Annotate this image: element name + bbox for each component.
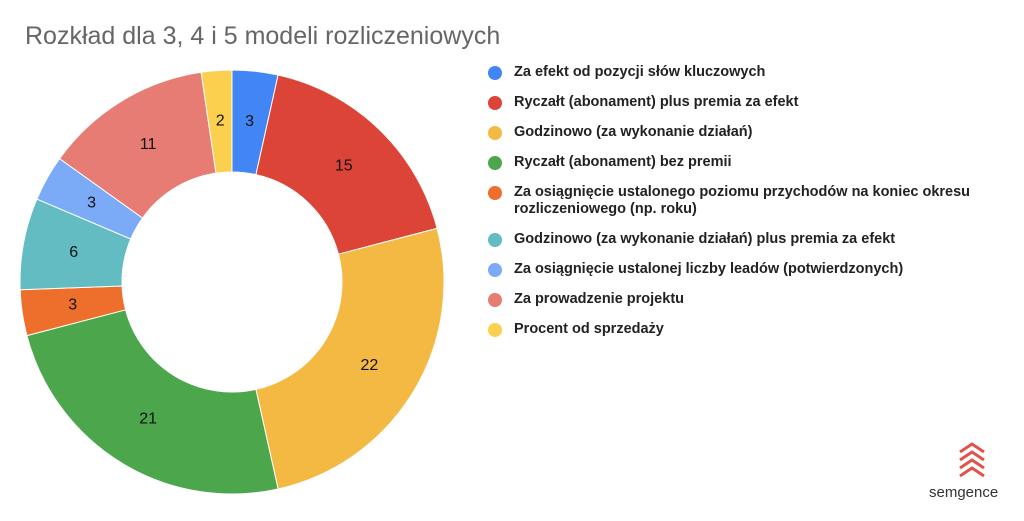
legend-item: Godzinowo (za wykonanie działań) <box>486 124 986 141</box>
legend-item: Za osiągnięcie ustalonego poziomu przych… <box>486 184 986 218</box>
data-label: 22 <box>361 357 379 374</box>
data-label: 3 <box>68 297 77 314</box>
legend-swatch <box>488 233 502 247</box>
data-label: 15 <box>335 157 353 174</box>
legend-item: Za prowadzenie projektu <box>486 291 986 308</box>
legend-swatch <box>488 156 502 170</box>
chart-title: Rozkład dla 3, 4 i 5 modeli rozliczeniow… <box>25 22 500 50</box>
legend-label: Za efekt od pozycji słów kluczowych <box>514 64 766 80</box>
slice <box>26 309 279 495</box>
legend-label: Ryczałt (abonament) plus premia za efekt <box>514 94 799 110</box>
data-label: 2 <box>216 113 225 130</box>
legend-swatch <box>488 126 502 140</box>
legend-item: Ryczałt (abonament) bez premii <box>486 154 986 171</box>
legend-item: Ryczałt (abonament) plus premia za efekt <box>486 94 986 111</box>
legend-swatch <box>488 293 502 307</box>
data-label: 11 <box>140 136 157 153</box>
legend-label: Za osiągnięcie ustalonej liczby leadów (… <box>514 261 904 277</box>
legend-swatch <box>488 186 502 200</box>
legend-label: Godzinowo (za wykonanie działań) <box>514 124 753 140</box>
slice <box>255 74 438 255</box>
legend-swatch <box>488 96 502 110</box>
slice <box>255 227 445 490</box>
legend-swatch <box>488 323 502 337</box>
legend-label: Za prowadzenie projektu <box>514 291 684 307</box>
legend-label: Godzinowo (za wykonanie działań) plus pr… <box>514 231 896 247</box>
data-label: 3 <box>245 113 254 130</box>
legend-swatch <box>488 66 502 80</box>
data-label: 21 <box>139 411 157 428</box>
legend-label: Procent od sprzedaży <box>514 321 664 337</box>
legend-swatch <box>488 263 502 277</box>
legend-item: Procent od sprzedaży <box>486 321 986 338</box>
logo-text: semgence <box>929 484 999 501</box>
legend-item: Za efekt od pozycji słów kluczowych <box>486 64 986 81</box>
data-label: 3 <box>87 194 96 211</box>
legend-label: Za osiągnięcie ustalonego poziomu przych… <box>514 184 971 217</box>
slice <box>200 69 233 174</box>
legend-label: Ryczałt (abonament) bez premii <box>514 154 732 170</box>
logo-icon <box>959 442 985 478</box>
data-label: 6 <box>69 244 78 261</box>
legend: Za efekt od pozycji słów kluczowych Rycza… <box>486 64 986 351</box>
legend-item: Godzinowo (za wykonanie działań) plus pr… <box>486 231 986 248</box>
legend-item: Za osiągnięcie ustalonej liczby leadów (… <box>486 261 986 278</box>
